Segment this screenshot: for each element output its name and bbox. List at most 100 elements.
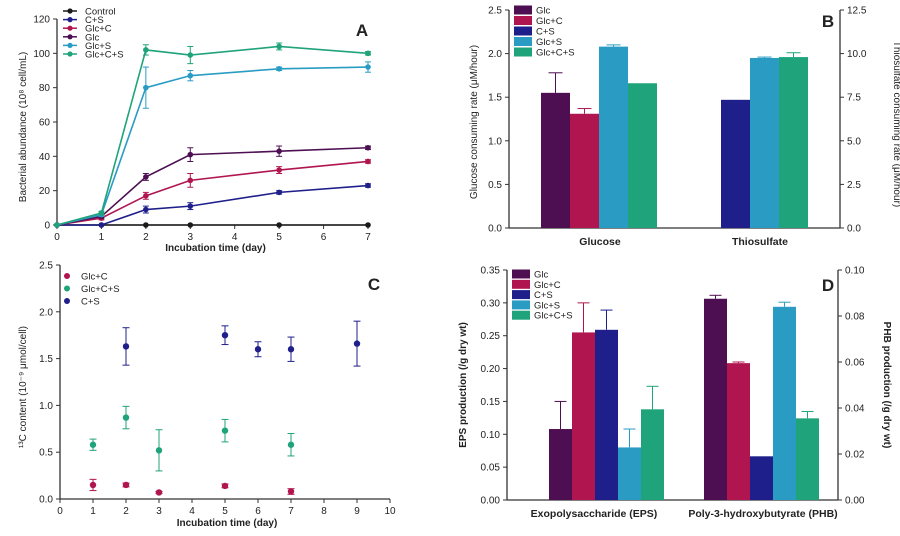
- panel-b: 0.0 0.5 1.0 1.5 2.0 2.5 0.0 2.5 5.0 7.5 10.0 12.5 Gl…: [469, 5, 900, 248]
- legend-label: Glc+C: [85, 24, 112, 35]
- legend-label: Glc: [536, 6, 551, 17]
- data-point: [143, 174, 149, 180]
- data-point: [187, 72, 194, 79]
- data-point: [221, 332, 229, 339]
- x-tick-label: 2: [123, 506, 129, 517]
- data-point: [187, 177, 194, 184]
- legend-swatch-box: [514, 47, 532, 57]
- bar: [750, 456, 773, 500]
- bar: [541, 92, 570, 228]
- left-y-tick-label: 1.0: [488, 136, 502, 147]
- y-axis-title: EPS production (/g dry wt): [458, 322, 469, 448]
- x-tick-label: 5: [222, 506, 228, 517]
- x-tick-label: 4: [189, 506, 195, 517]
- data-point: [276, 167, 282, 173]
- series-Glc+C+S: [54, 42, 371, 228]
- right-y-tick-label: 0.02: [845, 450, 865, 461]
- legend-swatch-box: [512, 310, 530, 320]
- data-point: [187, 52, 194, 58]
- legend-label: Glc: [534, 270, 549, 281]
- bar: [721, 99, 750, 228]
- data-point: [276, 148, 282, 154]
- data-point: [122, 343, 130, 350]
- category-label: Poly-3-hydroxybutyrate (PHB): [688, 508, 837, 520]
- data-point: [143, 222, 149, 228]
- y-axis-title: ¹³C content (10⁻⁹ μmol/cell): [18, 326, 29, 448]
- legend-label: Glc+S: [536, 37, 562, 48]
- right-y-tick-label: 0.06: [845, 358, 865, 369]
- legend-swatch-box: [512, 300, 530, 310]
- legend-swatch-box: [512, 290, 530, 300]
- left-y-tick-label: 2.5: [488, 6, 502, 17]
- panel-a: 0 20 40 60 80 100 120 0 1 2 3 4 5 6 7 Incubation time (…: [18, 7, 371, 255]
- data-point: [54, 222, 60, 228]
- data-point: [365, 158, 371, 165]
- x-tick-label: 3: [156, 506, 162, 517]
- right-y-tick-label: 0.10: [845, 266, 865, 277]
- y-axis-right-title: Thiosulfate consuming rate (μM/hour): [891, 41, 900, 207]
- legend-label: Glc+C: [81, 272, 108, 283]
- data-point: [254, 346, 262, 353]
- panel-d: 0.00 0.05 0.10 0.15 0.20 0.25 0.30 0.35 0.00 0.02…: [458, 266, 892, 521]
- left-y-tick-label: 0.35: [481, 266, 501, 277]
- bar: [796, 418, 819, 500]
- left-y-tick-label: 0.0: [39, 495, 53, 506]
- data-point: [276, 189, 282, 196]
- data-point: [143, 206, 149, 213]
- data-point: [98, 222, 105, 228]
- category-label: Glucose: [579, 236, 621, 248]
- left-y-tick-label: 1.0: [39, 401, 53, 412]
- x-tick-label: 0: [57, 506, 63, 517]
- x-axis-title: Incubation time (day): [165, 243, 266, 254]
- legend-label: Glc+C+S: [536, 48, 575, 59]
- x-tick-label: 2: [143, 232, 149, 243]
- legend-swatch-dot: [64, 273, 70, 279]
- legend-label: Glc+C+S: [534, 311, 573, 322]
- panel-letter-b: B: [822, 12, 834, 31]
- data-point: [276, 222, 282, 228]
- left-y-tick-label: 0: [44, 221, 50, 232]
- right-y-tick-label: 0.04: [845, 404, 865, 415]
- data-point: [143, 193, 149, 199]
- right-y-tick-label: 7.5: [847, 93, 861, 104]
- legend-swatch-box: [512, 269, 530, 279]
- data-point: [365, 222, 371, 228]
- data-point: [365, 64, 371, 70]
- legend-label: Glc+C: [536, 16, 563, 27]
- legend-label: C+S: [534, 290, 553, 301]
- legend-label: Glc+C+S: [85, 50, 124, 61]
- left-y-tick-label: 0.0: [488, 224, 502, 235]
- right-y-tick-label: 10.0: [847, 49, 867, 60]
- legend-label: Glc+C+S: [81, 284, 120, 295]
- right-y-tick-label: 0.0: [847, 224, 861, 235]
- legend-swatch-box: [514, 5, 532, 15]
- data-point: [287, 488, 295, 495]
- x-tick-label: 10: [384, 506, 396, 517]
- legend-label: Glc+S: [534, 300, 560, 311]
- bar: [704, 298, 727, 500]
- data-point: [276, 43, 282, 50]
- right-y-tick-label: 0.08: [845, 312, 865, 323]
- data-point: [276, 65, 282, 72]
- left-y-tick-label: 100: [33, 49, 50, 60]
- data-point: [187, 151, 194, 158]
- x-tick-label: 7: [288, 506, 294, 517]
- y-axis-title: Bacterial abundance (10⁸ cell/mL): [18, 52, 29, 202]
- left-y-tick-label: 1.5: [39, 354, 53, 365]
- legend-swatch-dot: [67, 42, 73, 49]
- left-y-tick-label: 20: [39, 186, 51, 197]
- legend-label: C+S: [85, 15, 104, 26]
- panel-c: 0.0 0.5 1.0 1.5 2.0 2.5 0 1 2 3 4 5 6 7 8 9 10 Incubation…: [18, 261, 396, 530]
- legend-label: Control: [85, 7, 116, 18]
- bar: [549, 429, 572, 500]
- panel-letter-a: A: [356, 21, 368, 40]
- left-y-tick-label: 0.30: [481, 298, 501, 309]
- legend-swatch-box: [514, 37, 532, 46]
- legend-label: Glc+C: [534, 280, 561, 291]
- bar: [599, 46, 628, 229]
- series-line: [57, 184, 369, 226]
- data-point: [143, 84, 149, 91]
- series-line: [56, 66, 369, 226]
- x-tick-label: 9: [354, 506, 360, 517]
- legend-swatch-dot: [64, 285, 70, 292]
